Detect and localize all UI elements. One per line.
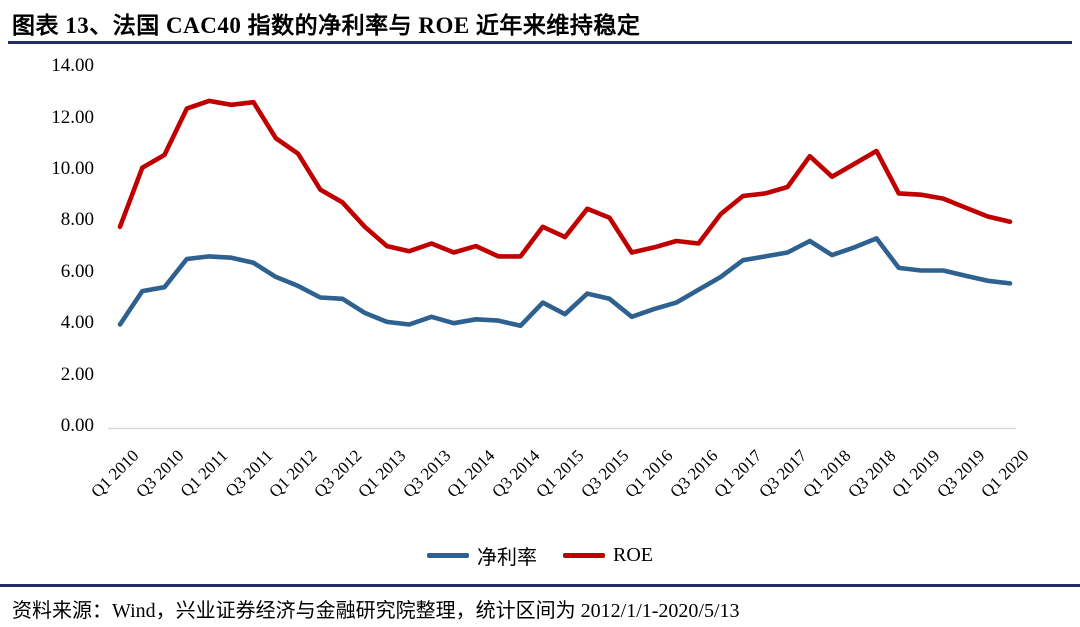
- y-tick-label: 2.00: [60, 363, 94, 385]
- y-tick-label: 12.00: [51, 106, 94, 128]
- legend-item-roe: ROE: [563, 544, 653, 567]
- y-tick-label: 10.00: [51, 158, 94, 179]
- roe-series-line: [117, 98, 1013, 259]
- legend-label-net-margin: 净利率: [477, 546, 537, 569]
- y-tick-label: 4.00: [60, 312, 94, 334]
- figure-title: 图表 13、法国 CAC40 指数的净利率与 ROE 近年来维持稳定: [12, 13, 641, 38]
- legend-label-roe: ROE: [613, 543, 653, 566]
- y-tick-label: 8.00: [60, 209, 94, 231]
- title-divider-line: [8, 41, 1072, 44]
- net-margin-line-swatch-icon: [427, 552, 469, 558]
- footer-divider-line: [0, 584, 1080, 587]
- chart-legend: 净利率 ROE: [0, 540, 1080, 570]
- y-tick-label: 6.00: [60, 260, 94, 282]
- roe-line-swatch-icon: [563, 552, 605, 558]
- y-tick-label: 14.00: [51, 55, 94, 77]
- net-margin-series-line: [117, 236, 1013, 329]
- y-tick-label: 0.00: [60, 415, 94, 436]
- source-note: 资料来源：Wind，兴业证券经济与金融研究院整理，统计区间为 2012/1/1-…: [12, 600, 740, 622]
- legend-item-net-margin: 净利率: [427, 541, 537, 570]
